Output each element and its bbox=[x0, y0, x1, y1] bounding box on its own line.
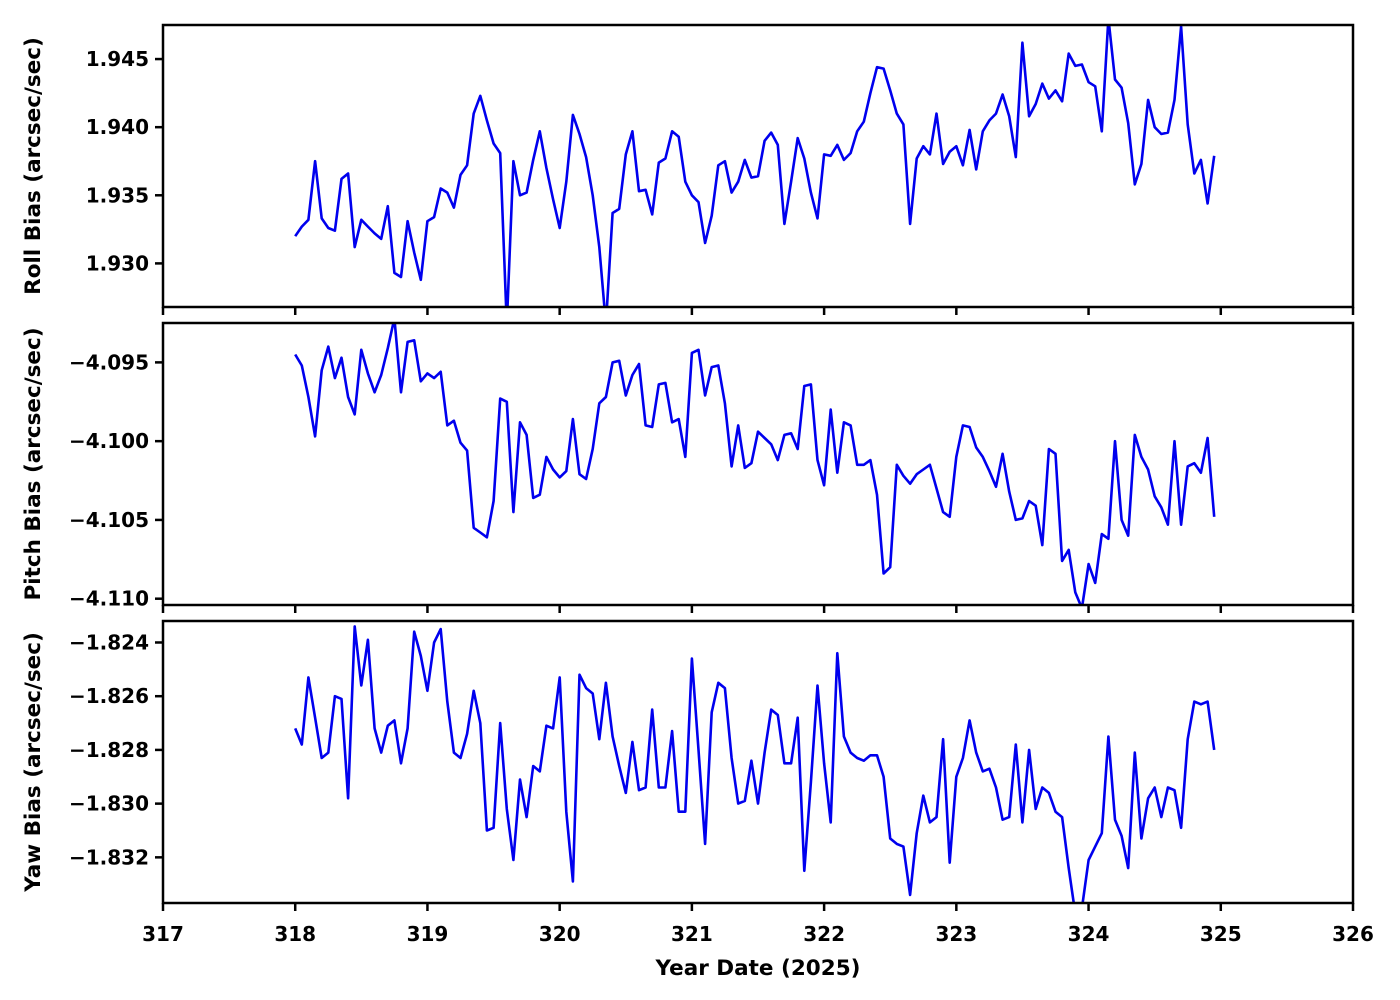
pitch-bias-y-tick-label: −4.095 bbox=[69, 350, 149, 374]
roll-bias-y-tick-label: 1.945 bbox=[86, 47, 149, 71]
x-tick-label: 325 bbox=[1200, 922, 1242, 946]
yaw-bias-line bbox=[293, 625, 1216, 903]
roll-bias-panel: 1.930 1.935 1.940 1.945 Roll Bias (arcsec/se… bbox=[21, 23, 1355, 315]
pitch-bias-y-tick-label: −4.100 bbox=[69, 429, 149, 453]
yaw-bias-y-axis-label: Yaw Bias (arcsec/sec) bbox=[21, 632, 46, 893]
x-axis-label: Year Date (2025) bbox=[655, 956, 861, 981]
pitch-bias-y-axis-label: Pitch Bias (arcsec/sec) bbox=[21, 327, 46, 600]
x-tick-label: 323 bbox=[935, 922, 977, 946]
pitch-bias-axes-frame bbox=[161, 321, 1355, 607]
x-tick-label: 326 bbox=[1332, 922, 1374, 946]
yaw-bias-y-tick-label: −1.830 bbox=[69, 792, 149, 816]
x-tick-label: 324 bbox=[1068, 922, 1110, 946]
roll-bias-y-tick-label: 1.940 bbox=[86, 115, 149, 139]
yaw-bias-y-tick-label: −1.832 bbox=[69, 845, 149, 869]
yaw-bias-axes-frame bbox=[161, 619, 1355, 905]
roll-bias-y-tick-label: 1.935 bbox=[86, 183, 149, 207]
pitch-bias-y-tick-label: −4.105 bbox=[69, 508, 149, 532]
x-tick-label: 319 bbox=[407, 922, 449, 946]
x-tick-label: 320 bbox=[539, 922, 581, 946]
roll-bias-line bbox=[294, 25, 1216, 307]
x-tick-label: 318 bbox=[274, 922, 316, 946]
pitch-bias-y-tick-label: −4.110 bbox=[69, 587, 149, 611]
yaw-bias-y-tick-label: −1.824 bbox=[69, 630, 149, 654]
x-axis: 317 318 319 320 321 322 323 324 325 326 Year Date … bbox=[142, 922, 1374, 981]
roll-bias-y-tick-label: 1.930 bbox=[86, 251, 149, 275]
yaw-bias-y-tick-label: −1.828 bbox=[69, 738, 149, 762]
yaw-bias-y-tick-label: −1.826 bbox=[69, 684, 149, 708]
x-tick-label: 322 bbox=[803, 922, 845, 946]
yaw-bias-panel: −1.832 −1.830 −1.828 −1.826 −1.824 Yaw Bias (… bbox=[21, 619, 1355, 911]
roll-bias-axes-frame bbox=[161, 23, 1355, 309]
pitch-bias-panel: −4.110 −4.105 −4.100 −4.095 Pitch Bias (arcs… bbox=[21, 321, 1355, 613]
x-tick-label: 317 bbox=[142, 922, 184, 946]
pitch-bias-line bbox=[294, 323, 1216, 605]
roll-bias-y-axis-label: Roll Bias (arcsec/sec) bbox=[21, 37, 46, 295]
x-tick-label: 321 bbox=[671, 922, 713, 946]
